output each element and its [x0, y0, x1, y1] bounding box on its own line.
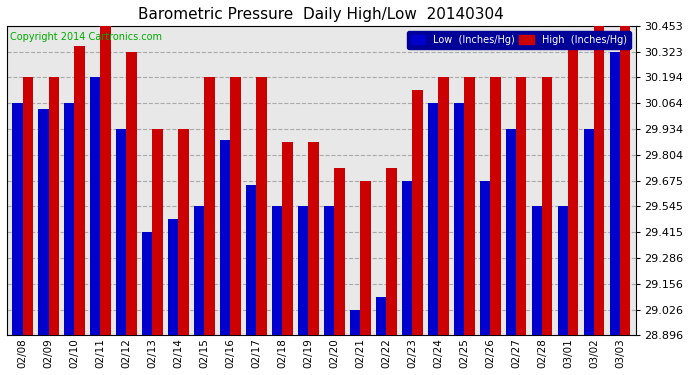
Bar [610, 52, 620, 335]
Bar [350, 309, 360, 335]
Bar [438, 77, 449, 335]
Bar [412, 90, 422, 335]
Bar [90, 77, 101, 335]
Bar [594, 26, 604, 335]
Bar [194, 206, 204, 335]
Bar [402, 180, 412, 335]
Bar [64, 103, 75, 335]
Bar [542, 77, 553, 335]
Bar [454, 103, 464, 335]
Bar [23, 77, 33, 335]
Bar [142, 232, 152, 335]
Bar [506, 129, 516, 335]
Bar [116, 129, 126, 335]
Bar [376, 297, 386, 335]
Bar [126, 52, 137, 335]
Bar [516, 77, 526, 335]
Text: Copyright 2014 Cartronics.com: Copyright 2014 Cartronics.com [10, 32, 162, 42]
Bar [428, 103, 438, 335]
Bar [101, 26, 111, 335]
Bar [308, 142, 319, 335]
Bar [152, 129, 163, 335]
Bar [256, 77, 267, 335]
Bar [490, 77, 500, 335]
Bar [204, 77, 215, 335]
Bar [464, 77, 475, 335]
Bar [360, 180, 371, 335]
Bar [12, 103, 23, 335]
Bar [168, 219, 179, 335]
Bar [334, 168, 344, 335]
Bar [75, 46, 85, 335]
Bar [298, 206, 308, 335]
Bar [272, 206, 282, 335]
Bar [620, 26, 631, 335]
Bar [558, 206, 568, 335]
Bar [480, 180, 490, 335]
Bar [48, 77, 59, 335]
Bar [568, 46, 578, 335]
Bar [386, 168, 397, 335]
Bar [584, 129, 594, 335]
Bar [230, 77, 241, 335]
Title: Barometric Pressure  Daily High/Low  20140304: Barometric Pressure Daily High/Low 20140… [139, 7, 504, 22]
Bar [220, 140, 230, 335]
Bar [532, 206, 542, 335]
Bar [38, 109, 48, 335]
Bar [324, 206, 334, 335]
Bar [282, 142, 293, 335]
Bar [246, 184, 256, 335]
Bar [179, 129, 189, 335]
Legend: Low  (Inches/Hg), High  (Inches/Hg): Low (Inches/Hg), High (Inches/Hg) [406, 31, 631, 48]
